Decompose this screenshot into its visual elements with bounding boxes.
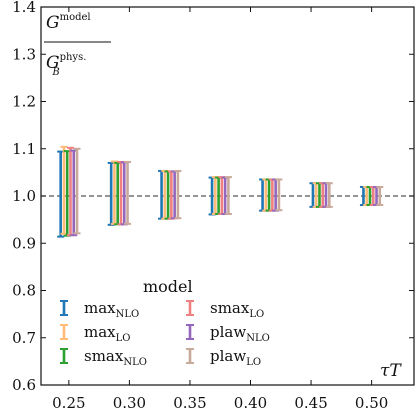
errorbar bbox=[275, 178, 283, 212]
ylabel-denominator-sup: phys. bbox=[60, 52, 87, 63]
y-tick-label: 1.1 bbox=[12, 140, 36, 158]
errorbar bbox=[124, 160, 132, 225]
legend-label-name: smax bbox=[210, 299, 250, 317]
legend-label-name: smax bbox=[84, 347, 124, 365]
legend-label-name: max bbox=[84, 323, 116, 341]
errorbar bbox=[376, 186, 384, 206]
legend-item-smax-NLO: smaxNLO bbox=[60, 347, 147, 368]
x-tick-label: 0.40 bbox=[234, 394, 267, 412]
legend-label-sub: NLO bbox=[246, 333, 270, 344]
x-tick-label: 0.45 bbox=[294, 394, 327, 412]
legend-label-sub: LO bbox=[246, 357, 261, 368]
y-tick-label: 0.8 bbox=[12, 282, 36, 300]
y-tick-label: 0.6 bbox=[12, 376, 36, 394]
legend-label-sub: LO bbox=[249, 309, 264, 320]
legend-item-plaw-LO: plawLO bbox=[186, 347, 261, 368]
legend-label: maxNLO bbox=[84, 299, 139, 320]
x-tick-label: 0.25 bbox=[52, 394, 85, 412]
y-tick-label: 1.2 bbox=[12, 93, 36, 111]
legend-label-name: max bbox=[84, 299, 116, 317]
legend-label: plawLO bbox=[210, 347, 261, 368]
legend-label-name: plaw bbox=[210, 323, 246, 341]
legend-item-smax-LO: smaxLO bbox=[186, 299, 264, 320]
legend-label: smaxLO bbox=[210, 299, 264, 320]
legend-label: plawNLO bbox=[210, 323, 270, 344]
ylabel-numerator-sup: model bbox=[60, 12, 91, 23]
ylabel-numerator: G bbox=[46, 13, 60, 33]
y-tick-label: 1.3 bbox=[12, 45, 36, 63]
errorbar bbox=[325, 182, 333, 208]
legend: model maxNLOmaxLOsmaxNLOsmaxLOplawNLOpla… bbox=[60, 277, 270, 368]
y-tick-label: 0.7 bbox=[12, 329, 36, 347]
legend-label-sub: NLO bbox=[123, 357, 147, 368]
y-tick-label: 1.0 bbox=[12, 187, 36, 205]
legend-title: model bbox=[143, 277, 193, 296]
legend-label: maxLO bbox=[84, 323, 130, 344]
x-tick-label: 0.30 bbox=[113, 394, 146, 412]
series-plaw-LO bbox=[73, 147, 384, 235]
legend-item-plaw-NLO: plawNLO bbox=[186, 323, 270, 344]
legend-label-sub: LO bbox=[116, 333, 131, 344]
legend-item-max-NLO: maxNLO bbox=[60, 299, 139, 320]
errorbar-layer bbox=[57, 145, 384, 238]
x-tick-label: 0.35 bbox=[173, 394, 206, 412]
ylabel-denominator: G bbox=[46, 53, 60, 73]
ticks-layer: 0.25 0.30 0.35 0.40 0.45 0.50 0.6 0.7 0.8 0.9 1.0 1… bbox=[12, 0, 414, 412]
x-tick-label: 0.50 bbox=[355, 394, 388, 412]
errorbar bbox=[224, 176, 232, 215]
y-tick-label: 0.9 bbox=[12, 234, 36, 252]
legend-item-max-LO: maxLO bbox=[60, 323, 130, 344]
legend-label-sub: NLO bbox=[116, 309, 140, 320]
legend-label-name: plaw bbox=[210, 347, 246, 365]
y-axis-label: Gmodel Gphys. B bbox=[44, 12, 111, 78]
ylabel-denominator-sub: B bbox=[51, 67, 59, 78]
y-tick-label: 1.4 bbox=[12, 0, 36, 16]
errorbar bbox=[174, 169, 182, 220]
x-axis-label: τT bbox=[380, 361, 402, 381]
svg-text:Gphys.B: Gphys. B bbox=[46, 52, 86, 78]
svg-text:Gmodel: Gmodel bbox=[46, 12, 91, 33]
legend-label: smaxNLO bbox=[84, 347, 147, 368]
errorbar bbox=[73, 147, 81, 235]
